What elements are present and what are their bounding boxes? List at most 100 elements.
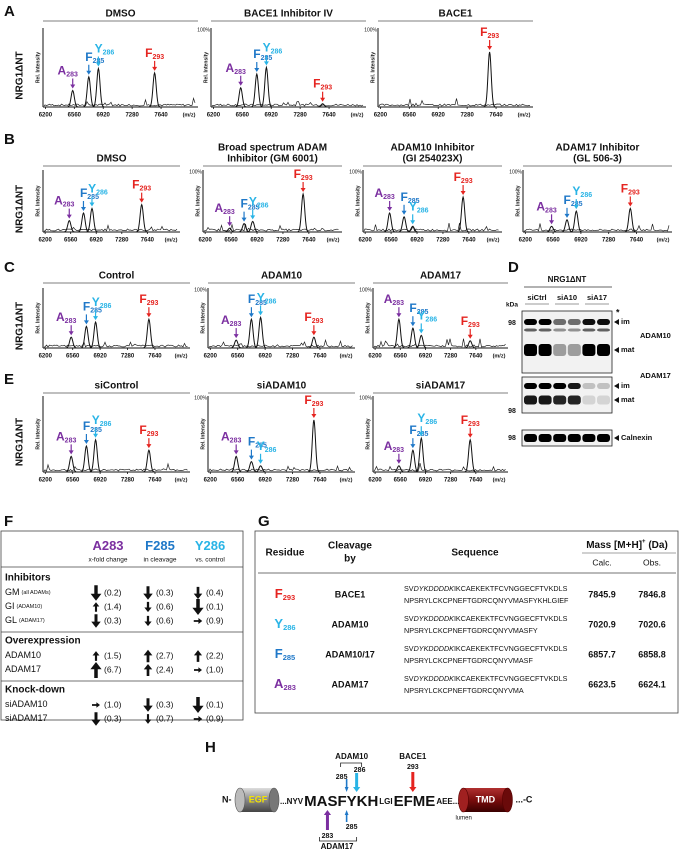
sequence-line: SVDYKDDDDKIKCAEKEKTFCVNGGECFTVKDLS [404,644,568,653]
peak [229,455,244,473]
arrow-head [396,313,402,318]
peak-residue: F [145,46,152,60]
enzyme: ADAM10 [331,619,368,629]
blot-band [553,395,567,405]
blot-band [553,383,567,389]
peak-residue: Y [263,41,271,55]
peak-residue: A [56,430,65,444]
x-tick-label: 6920 [93,354,107,360]
kda-label: kDa [506,302,518,309]
enzyme: BACE1 [335,589,366,599]
x-tick-label: 6200 [39,354,53,360]
baseline-noise [44,224,178,232]
blot-band [538,383,552,389]
fold-arrow [144,615,152,627]
baseline-noise [208,338,353,348]
peak [91,66,106,108]
band-pointer [614,435,619,441]
x-tick-label: 6560 [394,478,408,484]
peak-residue: F [621,182,628,196]
spectrum-title: BACE1 [439,9,473,20]
sequence-line: NPSRYLCKCPNEFTGDRCQNYVMASFYKHLGIEF [404,596,569,605]
table-frame [0,530,244,721]
peak-residue: F [294,167,301,181]
position-label: 286 [354,767,366,774]
peak [382,211,397,233]
arrow-head [418,329,424,334]
peak [141,317,156,349]
row-name-main: ADAM17 [5,664,41,674]
peak-residue: F [480,25,487,39]
peak-label: Y286 [92,413,112,428]
arrow-head [401,210,407,215]
y-axis-label: Rel. Intensity [195,185,201,216]
peak-residue: A [384,439,393,453]
peak-residue: Y [249,195,257,209]
row-label: NRG1ΔNT [15,185,26,233]
baseline-noise [43,462,188,472]
fold-value: (1.5) [104,650,122,660]
x-tick-label: 6560 [224,238,238,244]
fold-value: (0.1) [206,601,224,611]
sequence-segment: ...NYV [280,797,304,806]
sequence-line: SVDYKDDDDKIKCAEKEKTFCVNGGECFTVKDLS [404,584,568,593]
peak [222,227,237,233]
peak-position: 293 [468,421,480,428]
blot-name: ADAM17 [640,371,671,380]
x-tick-label: 6200 [204,478,218,484]
x-tick-label: 7280 [293,113,307,119]
peak-label: Y286 [417,411,437,426]
header: Residue [266,548,305,559]
x-tick-label: 7640 [313,354,327,360]
peak [134,203,149,233]
blot-band [524,383,537,389]
panel-letter: G [258,513,270,530]
peak-position: 286 [425,419,437,426]
arrow-head [233,450,239,455]
row-name-main: ADAM10 [5,650,41,660]
band-label: im [621,317,630,326]
peak-residue: A [54,194,63,208]
peak [544,225,559,233]
header: Obs. [643,557,661,567]
peak [64,455,79,473]
peak-residue: F [304,393,311,407]
peak-residue: Y [257,291,265,305]
fold-arrow [143,698,153,712]
sequence-segment: LGI [379,797,392,806]
peak-position: 286 [265,447,277,454]
x-tick-label: 7280 [460,113,474,119]
row-name-main: siADAM17 [5,713,48,723]
peak-residue: F [80,186,87,200]
y-top-label: 100% [194,287,207,293]
peak-position: 286 [257,202,269,209]
y-axis-label: Rel. Intensity [35,52,41,83]
band-pointer [614,347,619,353]
x-tick-label: 6560 [66,354,80,360]
peak-label: Y286 [257,439,277,454]
blot-band [567,328,581,332]
panel-letter: A [4,3,15,20]
peak [147,71,162,108]
panel-letter: C [4,259,15,276]
peak-position: 285 [255,442,267,449]
residue-letter: F [275,646,283,661]
peak-label: F285 [241,197,260,212]
arrow-head [396,459,402,464]
arrow-head [311,331,317,336]
position-label: 285 [336,774,348,781]
spectrum-title: Inhibitor (GM 6001) [227,154,318,165]
x-tick-label: 7640 [148,354,162,360]
peak-position: 286 [100,421,112,428]
peak-label: Y286 [249,195,269,210]
arrow-head [80,207,86,211]
x-tick-label: 6920 [432,113,446,119]
peak-position: 283 [63,201,75,208]
peak-label: F293 [461,314,480,329]
peak [391,317,406,349]
fold-arrow [144,714,152,724]
sequence-part: IKCAEKEKTFCVNGGECFTVKDLS [454,614,568,623]
y-top-label: 100% [359,287,372,293]
peak-label: F293 [145,46,164,61]
peak-position: 293 [461,178,473,185]
